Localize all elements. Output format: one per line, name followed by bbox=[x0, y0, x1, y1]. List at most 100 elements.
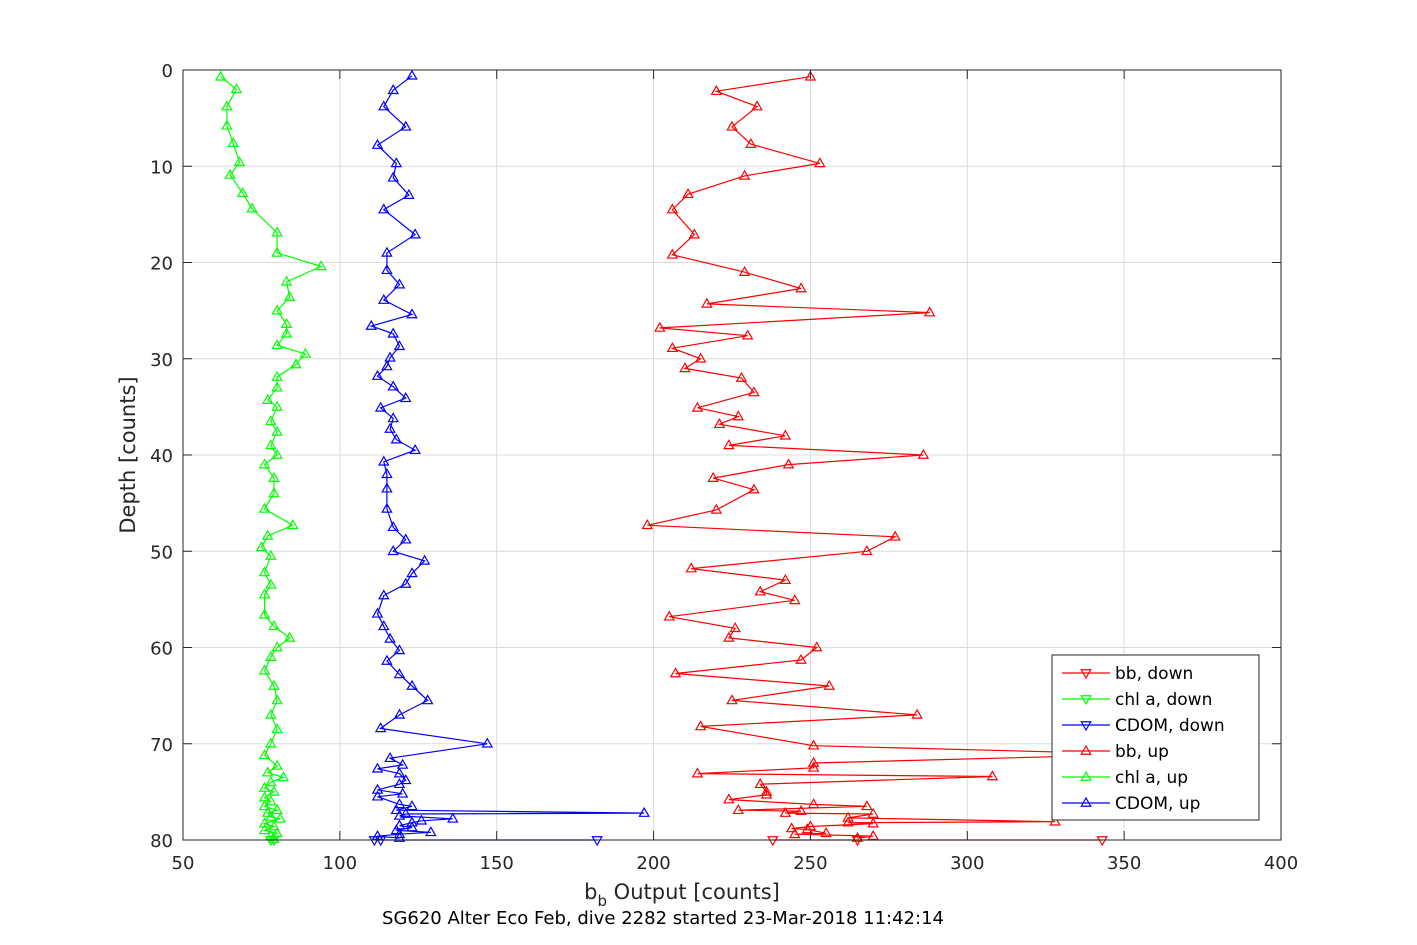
legend-label: CDOM, up bbox=[1115, 794, 1200, 814]
data-point bbox=[258, 824, 271, 835]
data-point bbox=[224, 168, 236, 179]
data-point bbox=[707, 471, 719, 482]
data-point bbox=[399, 774, 412, 785]
data-point bbox=[271, 339, 283, 350]
data-point bbox=[481, 737, 494, 748]
data-point bbox=[371, 829, 384, 840]
data-point bbox=[807, 739, 820, 750]
data-point bbox=[396, 787, 409, 798]
data-point bbox=[694, 720, 707, 731]
data-point bbox=[387, 84, 399, 95]
data-point bbox=[265, 650, 277, 661]
data-point bbox=[679, 362, 691, 373]
data-point bbox=[271, 803, 283, 815]
data-point bbox=[735, 371, 748, 382]
x-tick-label: 100 bbox=[323, 853, 357, 874]
data-point bbox=[246, 202, 258, 213]
data-point bbox=[751, 100, 763, 111]
x-tick-label: 350 bbox=[1107, 853, 1141, 874]
data-point bbox=[274, 812, 287, 823]
y-tick-label: 10 bbox=[150, 157, 173, 178]
axis-ticks: 50 100 150 200 250 300 350 400 0 10 20 30 40 50 60 70 80 bbox=[150, 61, 1298, 874]
data-point bbox=[258, 502, 271, 513]
data-point bbox=[861, 800, 873, 811]
data-point bbox=[277, 771, 290, 782]
data-point bbox=[261, 393, 274, 404]
data-point bbox=[691, 767, 704, 778]
data-point bbox=[682, 187, 694, 199]
data-point bbox=[384, 751, 396, 763]
data-point bbox=[745, 137, 757, 148]
data-point bbox=[381, 263, 393, 275]
data-point bbox=[723, 631, 735, 642]
data-point bbox=[782, 458, 795, 469]
x-tick-label: 150 bbox=[480, 853, 514, 874]
data-point bbox=[732, 410, 745, 421]
data-point bbox=[393, 668, 406, 679]
data-point bbox=[265, 708, 277, 719]
data-point bbox=[406, 821, 418, 832]
data-point bbox=[393, 798, 406, 809]
data-point bbox=[377, 589, 390, 600]
series-line bbox=[220, 76, 323, 840]
data-point bbox=[804, 70, 817, 81]
data-point bbox=[271, 425, 283, 436]
data-point bbox=[785, 822, 798, 833]
data-point bbox=[374, 401, 387, 412]
data-point bbox=[396, 758, 409, 769]
data-point bbox=[381, 360, 393, 371]
data-point bbox=[371, 369, 384, 380]
data-point bbox=[788, 594, 801, 605]
data-point bbox=[723, 439, 735, 450]
data-point bbox=[415, 814, 428, 825]
data-point bbox=[265, 810, 277, 821]
legend-label: bb, down bbox=[1115, 664, 1193, 684]
data-point bbox=[591, 836, 603, 847]
data-point bbox=[406, 800, 418, 811]
data-point bbox=[723, 793, 735, 804]
data-point bbox=[387, 412, 399, 423]
data-point bbox=[393, 278, 406, 289]
x-tick-label: 200 bbox=[636, 853, 670, 874]
data-point bbox=[694, 352, 707, 363]
data-point bbox=[387, 520, 399, 532]
data-point bbox=[726, 694, 738, 705]
legend: bb, down chl a, down CDOM, down bb, up chl a… bbox=[1051, 654, 1260, 821]
data-point bbox=[268, 785, 280, 796]
y-tick-label: 50 bbox=[150, 542, 173, 563]
data-point bbox=[371, 783, 384, 794]
data-point bbox=[710, 503, 723, 514]
data-point bbox=[807, 756, 820, 767]
data-point bbox=[820, 827, 832, 838]
data-point bbox=[688, 228, 701, 239]
data-point bbox=[867, 817, 879, 828]
data-point bbox=[685, 562, 698, 573]
data-point bbox=[399, 807, 412, 818]
data-point bbox=[384, 351, 396, 362]
data-point bbox=[377, 620, 390, 631]
data-point bbox=[748, 386, 760, 397]
legend-label: bb, up bbox=[1115, 742, 1169, 762]
y-tick-label: 80 bbox=[150, 831, 173, 852]
data-point bbox=[258, 588, 271, 599]
data-point bbox=[390, 433, 403, 444]
data-point bbox=[447, 812, 459, 823]
data-point bbox=[271, 694, 283, 705]
legend-label: chl a, down bbox=[1115, 690, 1212, 710]
data-point bbox=[315, 260, 327, 271]
legend-label: chl a, up bbox=[1115, 768, 1188, 788]
series-chl-a-up bbox=[214, 70, 327, 843]
legend-marker bbox=[1080, 744, 1092, 755]
data-point bbox=[271, 400, 283, 411]
data-point bbox=[732, 803, 745, 815]
data-point bbox=[230, 83, 243, 94]
data-point bbox=[387, 327, 399, 338]
data-point bbox=[788, 828, 801, 839]
data-point bbox=[271, 304, 283, 315]
data-point bbox=[738, 169, 751, 180]
data-point bbox=[374, 722, 387, 733]
data-point bbox=[393, 828, 406, 839]
data-point bbox=[795, 804, 807, 815]
data-point bbox=[406, 567, 418, 578]
